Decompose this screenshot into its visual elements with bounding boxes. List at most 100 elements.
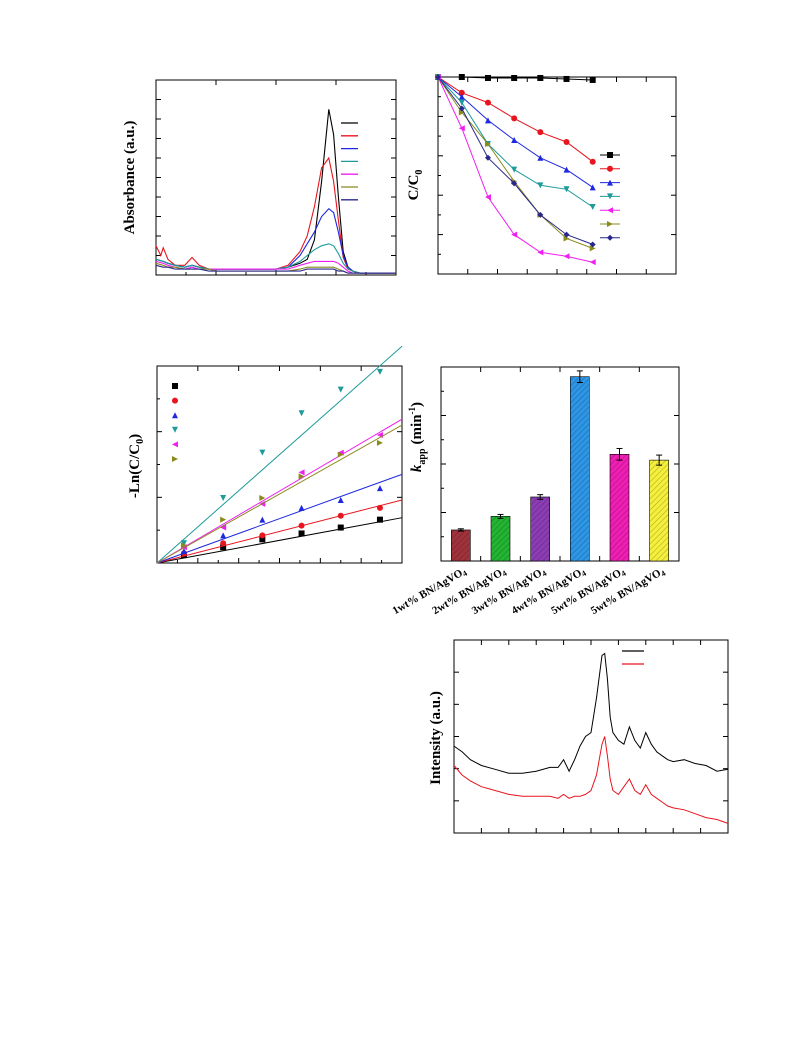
kinetics-fit-line-4	[156, 345, 403, 564]
c-over-c0-point	[537, 74, 544, 81]
c-over-c0-point	[511, 137, 518, 144]
absorbance-series-line-1	[155, 109, 396, 274]
kapp-bar-6	[649, 459, 669, 562]
kinetics-fit-line-5	[156, 418, 403, 564]
kinetics-point	[298, 469, 305, 476]
c-over-c0-ylabel-sub: 0	[414, 170, 425, 175]
kinetics-point	[337, 451, 344, 458]
c-over-c0-point	[458, 74, 465, 80]
kinetics-point	[298, 473, 305, 480]
kinetics-legend-marker-6	[172, 456, 178, 462]
kinetics-plot-frame	[156, 365, 403, 564]
kinetics-point	[259, 536, 266, 543]
c-over-c0-point	[537, 182, 544, 189]
kinetics-legend-marker-1	[172, 383, 178, 389]
kinetics-fit-line-3	[156, 473, 403, 564]
c-over-c0-plot-frame	[437, 76, 677, 275]
kinetics-point	[220, 544, 227, 551]
c-over-c0-legend-marker-7	[607, 234, 613, 241]
c-over-c0-point	[589, 184, 596, 191]
c-over-c0-legend-marker-1	[607, 152, 613, 158]
c-over-c0-point	[563, 253, 570, 260]
xrd-chart: Intensity (a.u.)	[428, 639, 729, 834]
kinetics-point	[259, 516, 266, 523]
c-over-c0-legend-marker-5	[607, 207, 613, 214]
kinetics-point	[180, 540, 187, 547]
c-over-c0-legend-marker-6	[607, 221, 613, 227]
absorbance-series-line-4	[155, 243, 396, 274]
c-over-c0-chart: C/C0	[406, 74, 677, 275]
c-over-c0-point	[537, 129, 544, 136]
kinetics-point	[376, 516, 383, 523]
kapp-bar-1	[451, 529, 471, 562]
kinetics-ylabel-sub: 0	[135, 439, 146, 444]
kinetics-ylabel: -Ln(C/C0)	[127, 434, 146, 498]
c-over-c0-point	[563, 186, 570, 193]
c-over-c0-point	[435, 74, 441, 80]
kinetics-point	[220, 494, 227, 501]
kapp-ylabel-sub: app	[417, 448, 428, 465]
kinetics-point	[220, 524, 227, 531]
kinetics-point	[259, 532, 266, 539]
kinetics-point	[298, 410, 305, 417]
kapp-ylabel-close: )	[409, 402, 425, 407]
c-over-c0-point	[563, 231, 570, 238]
kinetics-point	[298, 522, 305, 529]
kinetics-point	[337, 524, 344, 531]
kinetics-point	[180, 548, 187, 555]
c-over-c0-point	[537, 154, 544, 161]
kapp-bar-5	[609, 453, 630, 562]
c-over-c0-point	[484, 194, 491, 201]
kinetics-legend-marker-2	[172, 397, 178, 404]
c-over-c0-point	[589, 204, 596, 211]
kinetics-point	[220, 532, 227, 539]
c-over-c0-point	[458, 89, 465, 96]
xrd-ylabel: Intensity (a.u.)	[428, 691, 444, 785]
kinetics-chart: -Ln(C/C0)	[127, 345, 403, 564]
kinetics-point	[376, 504, 383, 511]
kapp-category-label-sub: 4	[461, 569, 469, 579]
c-over-c0-point	[458, 99, 465, 106]
kinetics-point	[376, 368, 383, 375]
c-over-c0-point	[458, 105, 465, 112]
c-over-c0-ylabel: C/C0	[406, 170, 425, 201]
kinetics-point	[337, 512, 344, 519]
kapp-category-label-sub: 4	[659, 569, 667, 579]
kinetics-point	[298, 504, 305, 511]
c-over-c0-point	[511, 231, 518, 238]
kapp-ylabel-unit: (min	[409, 414, 425, 445]
kinetics-point	[376, 485, 383, 492]
kapp-bar-3	[530, 496, 550, 562]
c-over-c0-point	[458, 109, 465, 116]
xrd-plot-frame	[453, 639, 729, 834]
c-over-c0-point	[511, 180, 518, 187]
c-over-c0-point	[484, 99, 491, 106]
absorbance-chart: Absorbance (a.u.)	[122, 79, 397, 276]
c-over-c0-legend-marker-2	[607, 165, 613, 172]
c-over-c0-point	[589, 158, 596, 165]
kinetics-point	[337, 496, 344, 503]
c-over-c0-point	[458, 125, 465, 132]
xrd-series-line-1	[453, 652, 729, 774]
kinetics-point	[259, 449, 266, 456]
kapp-bar-4	[570, 376, 590, 562]
kapp-ylabel-sup: -1	[407, 406, 417, 414]
kapp-ylabel-main: k	[409, 464, 425, 472]
c-over-c0-legend-marker-4	[607, 193, 613, 200]
kinetics-point	[376, 439, 383, 446]
c-over-c0-point	[589, 259, 596, 266]
c-over-c0-point	[458, 93, 465, 100]
c-over-c0-point	[484, 154, 491, 161]
kinetics-legend-marker-4	[172, 426, 178, 433]
c-over-c0-point	[511, 166, 518, 173]
c-over-c0-point	[563, 235, 570, 242]
c-over-c0-point	[563, 139, 570, 146]
kinetics-fit-line-1	[156, 517, 403, 564]
kapp-category-label-sub: 4	[540, 569, 548, 579]
kinetics-point	[259, 494, 266, 501]
c-over-c0-point	[589, 245, 596, 252]
c-over-c0-point	[484, 117, 491, 124]
kinetics-point	[220, 540, 227, 547]
kinetics-point	[220, 516, 227, 523]
